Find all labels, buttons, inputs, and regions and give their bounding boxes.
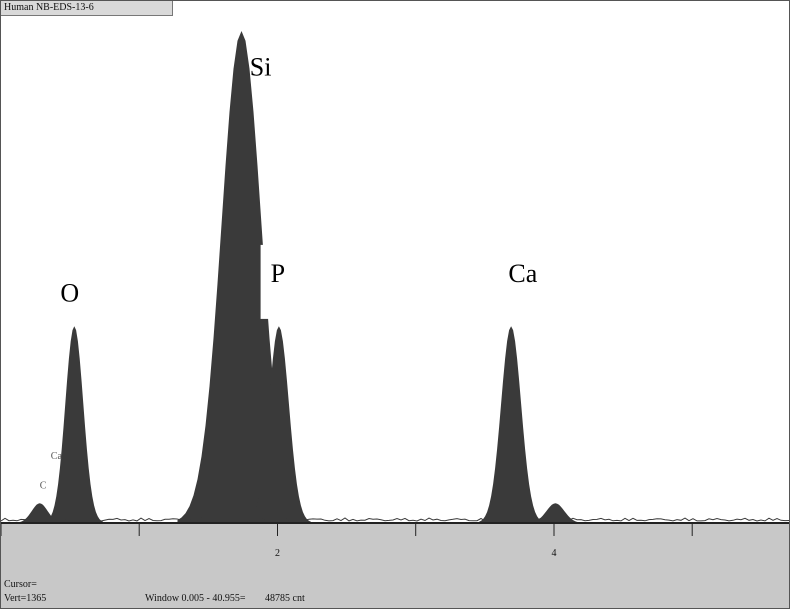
count-readout: 48785 cnt: [265, 593, 305, 604]
peak-ca: [479, 326, 544, 523]
window-title: Human NB-EDS-13-6: [1, 1, 173, 16]
annotation-ca-4: Ca: [51, 451, 63, 462]
annotation-si-0: Si: [250, 52, 272, 81]
label-box: [498, 244, 597, 319]
labels-layer: Si O P Ca Ca C: [40, 52, 597, 492]
x-tick-label: 2: [275, 548, 280, 559]
annotation-text: Ca: [508, 259, 537, 288]
annotation-o-1: O: [60, 279, 79, 308]
annotation-text: Si: [250, 52, 272, 81]
annotation-c-5: C: [40, 481, 47, 492]
eds-spectrum-chart: Si O P Ca Ca C: [1, 31, 789, 524]
window-readout: Window 0.005 - 40.955=: [145, 593, 246, 604]
peak-p: [246, 326, 311, 523]
x-tick-label: 4: [552, 548, 557, 559]
vert-readout: Vert=1365: [4, 593, 47, 604]
peaks-layer: [1, 31, 789, 523]
annotation-text: P: [271, 259, 285, 288]
annotation-p-2: P: [260, 244, 331, 319]
label-box: [260, 244, 331, 319]
peak-o: [45, 326, 104, 523]
annotation-text: C: [40, 481, 47, 492]
annotation-text: O: [60, 279, 79, 308]
cursor-readout: Cursor=: [4, 579, 37, 590]
annotation-text: Ca: [51, 451, 63, 462]
background-noise: [1, 517, 789, 522]
annotation-ca-3: Ca: [498, 244, 597, 319]
